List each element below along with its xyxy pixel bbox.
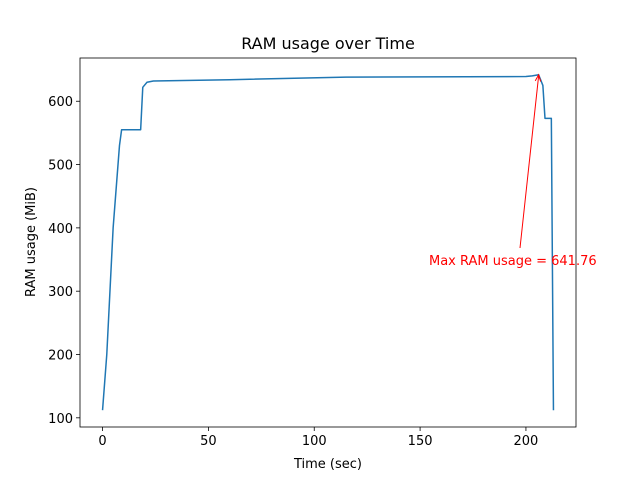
annotation-arrowhead: [534, 73, 542, 82]
y-tick-label: 300: [48, 285, 73, 300]
plot-frame: [79, 57, 577, 428]
y-tick-label: 400: [48, 222, 73, 237]
y-tick-label: 600: [48, 95, 73, 110]
x-tick-label: 0: [98, 434, 106, 449]
data-line: [101, 74, 555, 411]
chart-title: RAM usage over Time: [241, 34, 415, 53]
y-axis-label: RAM usage (MiB): [24, 187, 39, 297]
x-tick-label: 200: [514, 434, 539, 449]
x-tick-label: 150: [408, 434, 433, 449]
x-axis-label: Time (sec): [293, 457, 362, 472]
y-tick-label: 500: [48, 159, 73, 174]
annotation-arrow: [519, 75, 540, 249]
y-tick-label: 200: [48, 349, 73, 364]
annotation-text: Max RAM usage = 641.76: [429, 254, 597, 269]
x-tick-label: 100: [302, 434, 327, 449]
x-tick-label: 50: [200, 434, 217, 449]
y-tick-label: 100: [48, 412, 73, 427]
